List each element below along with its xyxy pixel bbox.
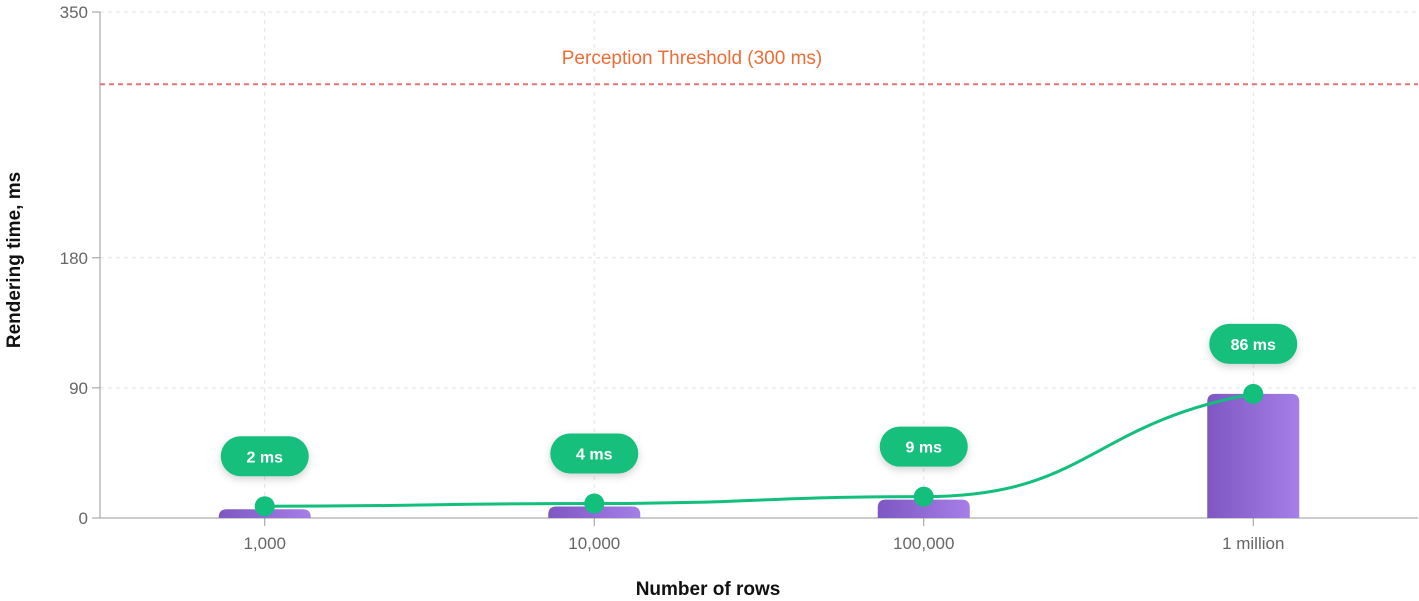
data-point: [254, 496, 275, 517]
data-label: 4 ms: [576, 447, 613, 464]
data-point: [584, 493, 605, 514]
y-tick-label: 90: [69, 379, 88, 398]
data-point: [913, 486, 934, 507]
x-tick-label: 1 million: [1222, 534, 1284, 553]
trend-line: [264, 392, 1254, 508]
data-point: [1243, 383, 1264, 404]
x-tick-label: 100,000: [893, 534, 954, 553]
bar: [877, 499, 970, 518]
y-axis-label: Rendering time, ms: [4, 172, 25, 348]
data-label: 2 ms: [247, 449, 284, 466]
x-tick-label: 10,000: [568, 534, 620, 553]
y-tick-label: 350: [60, 3, 88, 22]
bar: [1207, 393, 1300, 518]
data-label-pill: [1209, 323, 1298, 364]
y-tick-label: 0: [79, 509, 88, 528]
threshold-label: Perception Threshold (300 ms): [562, 48, 823, 69]
data-label-pill: [550, 433, 639, 474]
data-label: 86 ms: [1231, 337, 1276, 354]
x-axis-label: Number of rows: [636, 579, 781, 600]
data-label-pill: [879, 426, 968, 467]
x-tick-label: 1,000: [243, 534, 286, 553]
data-label: 9 ms: [906, 440, 943, 457]
y-tick-label: 180: [60, 249, 88, 268]
data-label-pill: [220, 436, 309, 477]
